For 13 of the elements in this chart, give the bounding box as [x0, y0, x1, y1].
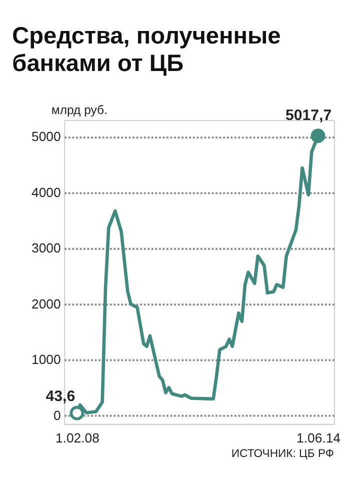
text: ИСТОЧНИК: ЦБ РФ: [231, 448, 334, 460]
annotation: 43,6: [46, 388, 76, 405]
chart-title: Средства, полученные банками от ЦБ: [12, 22, 281, 76]
annotation: 5017,7: [286, 106, 332, 124]
y-tick-label: 5000: [32, 129, 61, 144]
y-tick-label: 0: [54, 408, 61, 423]
y-tick-label: 1000: [32, 352, 61, 368]
x-tick-label: 1.06.14: [296, 430, 340, 446]
y-tick-label: 3000: [32, 240, 61, 256]
y-axis-title: млрд руб.: [51, 102, 108, 117]
y-tick-label: 4000: [32, 184, 61, 200]
y-tick-label: 2000: [32, 296, 61, 312]
x-tick-label: 1.02.08: [55, 430, 100, 446]
